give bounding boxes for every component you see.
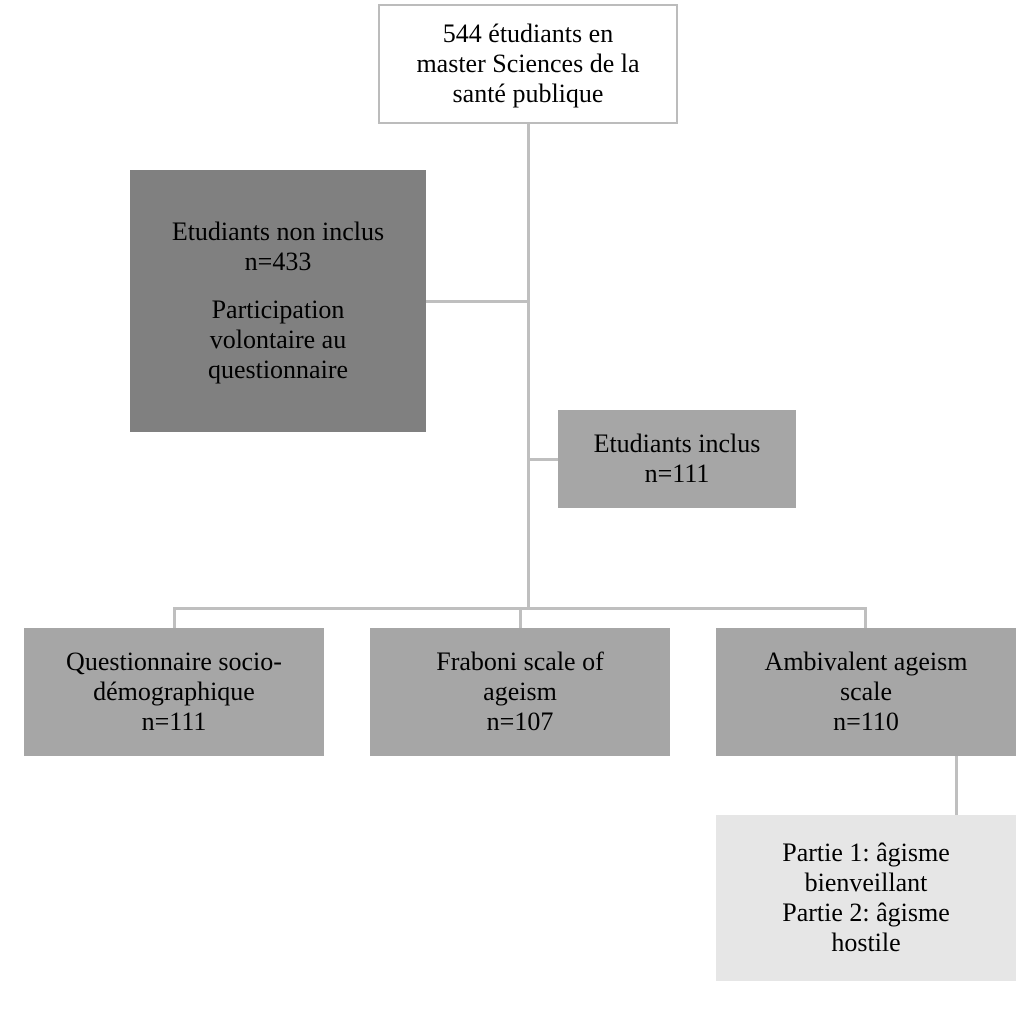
included-line2: n=111 (645, 459, 710, 489)
excluded-line2: n=433 (245, 247, 312, 277)
node-socio: Questionnaire socio- démographique n=111 (24, 628, 324, 756)
fraboni-line1: Fraboni scale of (436, 647, 604, 677)
line-to-excluded (426, 300, 527, 303)
included-line1: Etudiants inclus (594, 429, 761, 459)
parts-line3: Partie 2: âgisme (782, 898, 950, 928)
node-excluded: Etudiants non inclus n=433 Participation… (130, 170, 426, 432)
excluded-line3: Participation (212, 295, 345, 325)
ambivalent-line1: Ambivalent ageism (765, 647, 968, 677)
fraboni-line2: ageism (483, 677, 557, 707)
ambivalent-line3: n=110 (833, 707, 899, 737)
parts-line1: Partie 1: âgisme (782, 838, 950, 868)
node-ambivalent: Ambivalent ageism scale n=110 (716, 628, 1016, 756)
parts-line2: bienveillant (805, 868, 928, 898)
line-drop-socio (173, 607, 176, 628)
fraboni-line3: n=107 (487, 707, 554, 737)
excluded-line5: questionnaire (208, 355, 348, 385)
line-ambivalent-to-parts (955, 756, 958, 815)
line-to-included (530, 458, 558, 461)
node-parts: Partie 1: âgisme bienveillant Partie 2: … (716, 815, 1016, 981)
socio-line3: n=111 (142, 707, 207, 737)
node-root: 544 étudiants en master Sciences de la s… (378, 4, 678, 124)
socio-line2: démographique (93, 677, 255, 707)
root-line3: santé publique (453, 79, 604, 109)
ambivalent-line2: scale (840, 677, 892, 707)
line-root-down (527, 124, 530, 610)
line-drop-ambivalent (864, 607, 867, 628)
socio-line1: Questionnaire socio- (66, 647, 282, 677)
parts-line4: hostile (831, 928, 900, 958)
node-fraboni: Fraboni scale of ageism n=107 (370, 628, 670, 756)
node-included: Etudiants inclus n=111 (558, 410, 796, 508)
root-line1: 544 étudiants en (443, 19, 613, 49)
line-drop-fraboni (519, 607, 522, 628)
root-line2: master Sciences de la (416, 49, 639, 79)
excluded-line1: Etudiants non inclus (172, 217, 384, 247)
excluded-line4: volontaire au (210, 325, 346, 355)
